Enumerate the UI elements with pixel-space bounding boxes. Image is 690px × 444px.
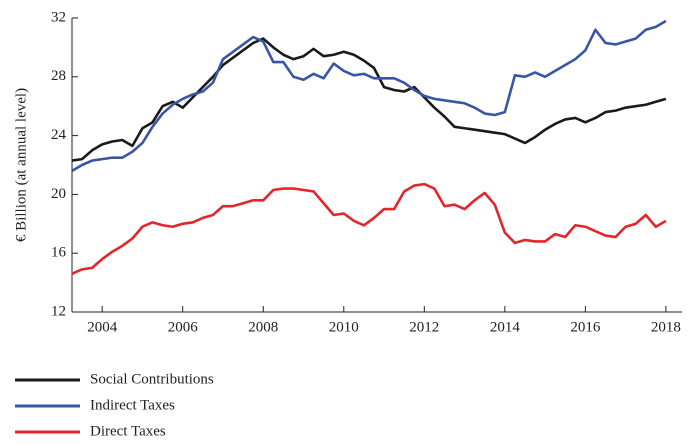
x-tick-label: 2008 [248,319,278,335]
x-tick-label: 2018 [651,319,681,335]
series-line [71,19,667,173]
series-line [71,37,667,162]
x-tick-label: 2014 [490,319,521,335]
x-tick-label: 2006 [168,319,199,335]
legend-label: Indirect Taxes [90,397,175,413]
y-tick-label: 16 [51,245,67,261]
x-tick-label: 2004 [87,319,118,335]
y-tick-label: 32 [51,9,66,25]
y-axis-label: € Billion (at annual level) [13,88,29,242]
y-tick-label: 20 [51,186,66,202]
series-line [71,182,667,275]
x-tick-label: 2012 [409,319,439,335]
x-tick-label: 2016 [570,319,601,335]
y-tick-label: 12 [51,303,66,319]
legend-label: Social Contributions [90,371,214,387]
y-tick-label: 24 [51,127,67,143]
legend-label: Direct Taxes [90,423,166,439]
x-tick-label: 2010 [329,319,359,335]
y-tick-label: 28 [51,68,66,84]
